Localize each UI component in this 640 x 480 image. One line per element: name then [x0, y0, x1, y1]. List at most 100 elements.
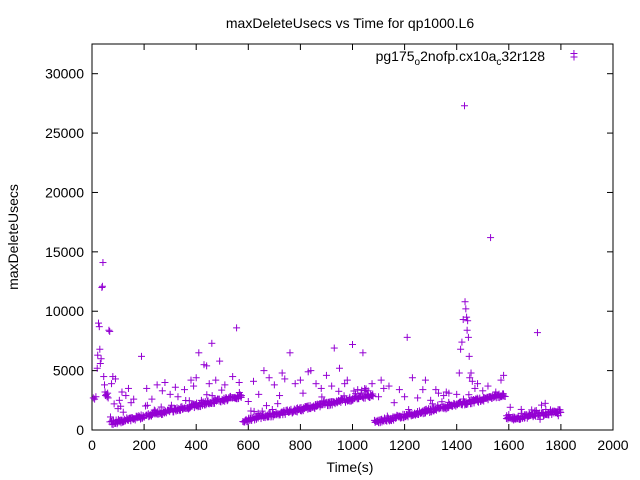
data-point	[111, 375, 119, 383]
data-point	[536, 415, 544, 423]
data-point	[137, 352, 145, 360]
chart-title: maxDeleteUsecs vs Time for qp1000.L6	[226, 15, 474, 31]
data-point	[445, 389, 453, 397]
data-point	[464, 317, 472, 325]
data-point	[171, 383, 179, 391]
data-point	[276, 392, 284, 400]
data-point	[432, 386, 440, 394]
data-point	[328, 382, 336, 390]
x-tick-label: 2000	[597, 437, 628, 453]
y-tick-label: 5000	[53, 363, 84, 379]
data-point	[369, 392, 377, 400]
x-tick: 1400	[441, 44, 472, 453]
data-point	[528, 406, 536, 414]
x-tick-label: 0	[88, 437, 96, 453]
x-tick-label: 1800	[545, 437, 576, 453]
data-point	[307, 367, 315, 375]
x-axis-label: Time(s)	[327, 459, 374, 475]
data-point	[419, 386, 427, 394]
data-point	[185, 397, 193, 405]
x-tick: 1600	[493, 44, 525, 453]
data-point	[161, 378, 169, 386]
data-point	[465, 352, 473, 360]
data-point	[95, 323, 103, 331]
y-tick-label: 25000	[45, 125, 84, 141]
data-point	[92, 393, 100, 401]
data-point	[229, 373, 237, 381]
data-point	[312, 380, 320, 388]
data-point	[180, 386, 188, 394]
data-point	[349, 396, 357, 404]
data-point	[487, 234, 495, 242]
data-point	[190, 382, 198, 390]
data-point	[93, 364, 101, 372]
data-point	[501, 393, 509, 401]
data-point	[440, 392, 448, 400]
data-point	[127, 399, 135, 407]
data-point	[471, 384, 479, 392]
data-point	[166, 390, 174, 398]
data-point	[124, 384, 132, 392]
data-point	[103, 393, 111, 401]
data-point	[408, 374, 416, 382]
data-point	[453, 390, 461, 398]
data-point	[317, 384, 325, 392]
y-tick: 10000	[45, 303, 613, 319]
data-point	[98, 283, 106, 291]
data-point	[238, 392, 246, 400]
data-point	[474, 380, 482, 388]
y-tick-label: 0	[76, 422, 84, 438]
legend-part-base: pg175	[376, 48, 415, 64]
x-tick-label: 800	[289, 437, 313, 453]
data-point	[343, 376, 351, 384]
data-point	[541, 399, 549, 407]
y-tick-label: 15000	[45, 244, 84, 260]
data-point	[104, 389, 112, 397]
data-point	[281, 375, 289, 383]
x-tick-label: 1000	[337, 437, 368, 453]
data-point	[205, 380, 213, 388]
data-point	[221, 381, 229, 389]
data-point	[274, 400, 282, 408]
data-point	[354, 386, 362, 394]
data-point	[148, 395, 156, 403]
legend-part-mid: 2nofp.cx10a	[420, 48, 496, 64]
data-point	[106, 327, 114, 335]
data-point	[455, 369, 463, 377]
data-point	[401, 393, 409, 401]
data-point	[143, 401, 151, 409]
y-tick: 25000	[45, 125, 613, 141]
y-tick-label: 30000	[45, 66, 84, 82]
data-point	[546, 406, 554, 414]
data-point	[465, 391, 473, 399]
data-point	[500, 371, 508, 379]
x-tick-label: 1400	[441, 437, 472, 453]
data-point	[255, 390, 263, 398]
x-tick-label: 200	[132, 437, 156, 453]
data-point	[94, 351, 102, 359]
data-point	[174, 393, 182, 401]
y-tick-label: 20000	[45, 184, 84, 200]
y-tick: 0	[76, 422, 613, 438]
data-point	[296, 376, 304, 384]
data-point	[203, 362, 211, 370]
data-point	[438, 398, 446, 406]
data-point	[104, 394, 112, 402]
data-point	[95, 319, 103, 327]
data-point	[421, 376, 429, 384]
data-point	[428, 400, 436, 408]
x-tick: 800	[289, 44, 313, 453]
data-point	[153, 381, 161, 389]
data-point	[510, 413, 518, 421]
data-point	[208, 392, 216, 400]
data-point	[405, 406, 413, 414]
x-tick-label: 600	[237, 437, 261, 453]
data-point	[349, 340, 356, 348]
legend-label: pg175o2nofp.cx10ac32r128	[376, 48, 546, 68]
data-point	[268, 406, 276, 414]
data-point	[195, 349, 203, 357]
data-point	[517, 405, 525, 413]
legend-part-tail: 32r128	[501, 48, 545, 64]
legend-part-sub1: o	[415, 57, 421, 68]
